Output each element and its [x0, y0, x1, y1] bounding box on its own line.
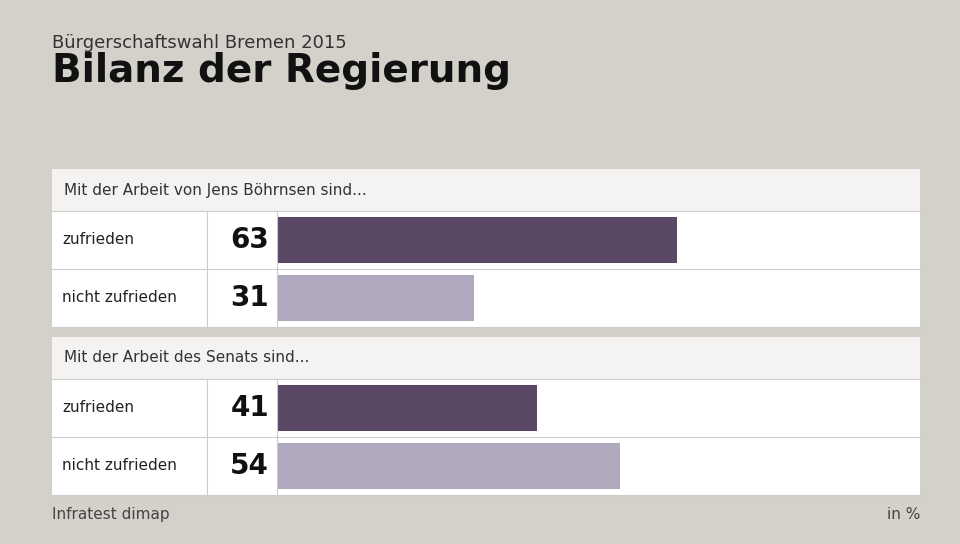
Text: zufrieden: zufrieden	[62, 232, 134, 248]
Text: 54: 54	[230, 452, 269, 480]
Text: Mit der Arbeit von Jens Böhrnsen sind...: Mit der Arbeit von Jens Böhrnsen sind...	[64, 182, 367, 197]
Bar	[277, 443, 620, 489]
Bar	[277, 275, 474, 321]
Text: in %: in %	[887, 507, 920, 522]
Bar	[277, 217, 677, 263]
Bar	[52, 337, 920, 379]
Text: Infratest dimap: Infratest dimap	[52, 507, 170, 522]
Bar	[52, 269, 920, 327]
Text: zufrieden: zufrieden	[62, 400, 134, 416]
Bar	[277, 385, 538, 431]
Text: nicht zufrieden: nicht zufrieden	[62, 459, 177, 473]
Bar	[52, 437, 920, 495]
Text: 63: 63	[230, 226, 269, 254]
Text: 31: 31	[230, 284, 269, 312]
Bar	[52, 169, 920, 211]
Text: 41: 41	[230, 394, 269, 422]
Text: Bilanz der Regierung: Bilanz der Regierung	[52, 52, 511, 90]
Text: nicht zufrieden: nicht zufrieden	[62, 290, 177, 306]
Text: Mit der Arbeit des Senats sind...: Mit der Arbeit des Senats sind...	[64, 350, 309, 366]
Bar	[52, 211, 920, 269]
Bar	[52, 337, 920, 495]
Text: Bürgerschaftswahl Bremen 2015: Bürgerschaftswahl Bremen 2015	[52, 34, 347, 52]
Bar	[52, 379, 920, 437]
Bar	[52, 169, 920, 327]
